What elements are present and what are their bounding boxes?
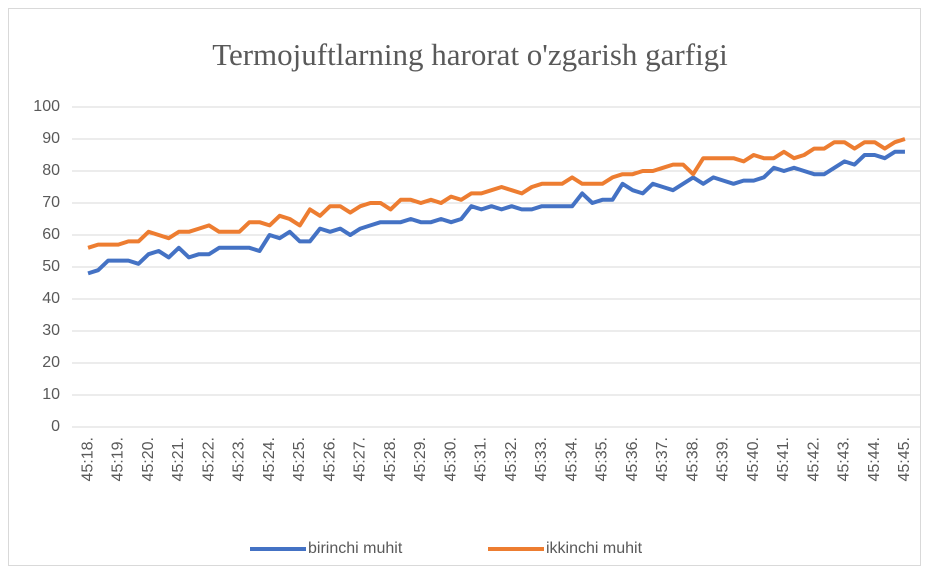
legend-label: birinchi muhit (308, 540, 403, 557)
data-line (87, 149, 905, 276)
x-tick-label: 45:34. (563, 437, 580, 481)
x-tick-label: 45:35. (594, 437, 611, 481)
x-tick-label: 45:30. (442, 437, 459, 481)
x-tick-label: 45:19. (110, 437, 127, 481)
y-tick-label: 30 (42, 322, 60, 339)
y-tick-label: 10 (42, 386, 60, 403)
y-tick-label: 20 (42, 354, 60, 371)
y-tick-label: 0 (51, 418, 60, 435)
x-tick-label: 45:39. (715, 437, 732, 481)
x-tick-label: 45:40. (745, 437, 762, 481)
x-tick-label: 45:44. (866, 437, 883, 481)
x-tick-label: 45:21. (170, 437, 187, 481)
x-tick-label: 45:28. (382, 437, 399, 481)
chart-frame (8, 8, 921, 566)
chart-title: Termojuftlarning harorat o'zgarish garfi… (212, 37, 728, 72)
y-tick-label: 70 (42, 194, 60, 211)
x-tick-label: 45:37. (654, 437, 671, 481)
x-tick-label: 45:20. (140, 437, 157, 481)
y-tick-label: 100 (33, 98, 60, 115)
y-tick-label: 50 (42, 258, 60, 275)
x-tick-label: 45:23. (231, 437, 248, 481)
x-tick-label: 45:43. (836, 437, 853, 481)
x-tick-label: 45:18. (79, 437, 96, 481)
y-tick-label: 60 (42, 226, 60, 243)
x-tick-label: 45:41. (775, 437, 792, 481)
x-tick-label: 45:32. (503, 437, 520, 481)
x-tick-label: 45:22. (200, 437, 217, 481)
x-tick-label: 45:45. (896, 437, 913, 481)
x-tick-label: 45:31. (473, 437, 490, 481)
y-tick-label: 40 (42, 290, 60, 307)
x-tick-label: 45:25. (291, 437, 308, 481)
data-line (87, 137, 906, 250)
x-tick-label: 45:36. (624, 437, 641, 481)
y-tick-label: 80 (42, 162, 60, 179)
x-tick-label: 45:24. (261, 437, 278, 481)
x-tick-label: 45:26. (321, 437, 338, 481)
y-tick-label: 90 (42, 130, 60, 147)
x-tick-label: 45:38. (684, 437, 701, 481)
x-tick-label: 45:42. (805, 437, 822, 481)
x-tick-label: 45:27. (352, 437, 369, 481)
legend-label: ikkinchi muhit (546, 540, 643, 557)
x-tick-label: 45:29. (412, 437, 429, 481)
x-tick-label: 45:33. (533, 437, 550, 481)
